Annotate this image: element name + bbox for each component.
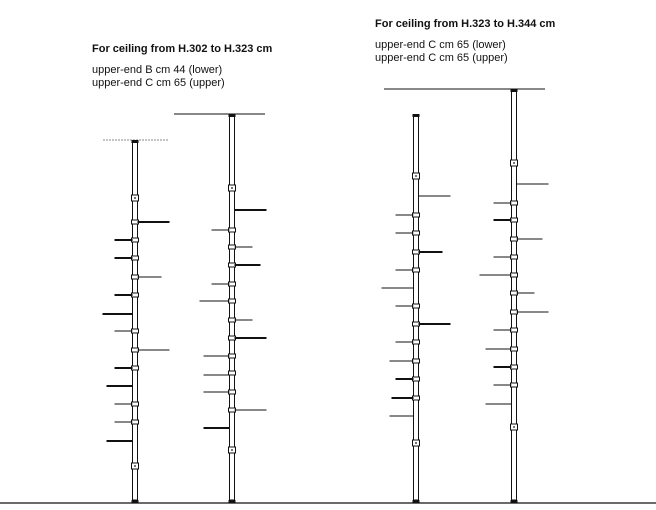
pole-connector	[510, 309, 518, 315]
pole-connector	[131, 401, 139, 407]
pole-connector	[412, 303, 420, 309]
pole-connector	[228, 281, 236, 287]
pole-connector	[131, 328, 139, 334]
pole-connector	[510, 364, 518, 370]
pole-connector	[131, 219, 139, 225]
right-config-title: For ceiling from H.323 to H.344 cm	[375, 18, 556, 30]
pole-connector	[510, 200, 518, 206]
pole-foot	[228, 500, 236, 503]
pole-connector	[131, 419, 139, 425]
pole-connector	[228, 317, 236, 323]
pole-connector	[510, 236, 518, 242]
pole-connector	[510, 382, 518, 388]
right-config-label: For ceiling from H.323 to H.344 cm upper…	[375, 18, 555, 65]
pole-connector	[228, 298, 236, 304]
pole-connector	[131, 255, 139, 261]
pole-connector	[412, 230, 420, 236]
left-config-label: For ceiling from H.302 to H.323 cm upper…	[92, 43, 272, 90]
pole-connector	[510, 254, 518, 260]
pole-connector	[510, 290, 518, 296]
pole-foot	[131, 500, 139, 503]
right-config-lower-end: upper-end C cm 65 (lower)	[375, 39, 506, 51]
pole	[229, 115, 235, 501]
pole-connector	[510, 217, 518, 223]
pole-connector	[412, 339, 420, 345]
pole-connector	[228, 227, 236, 233]
pole-connector	[228, 262, 236, 268]
pole-connector	[228, 353, 236, 359]
pole-connector	[412, 267, 420, 273]
left-config-title: For ceiling from H.302 to H.323 cm	[92, 43, 273, 55]
pole-connector	[131, 347, 139, 353]
pole-joint-pin	[231, 449, 233, 451]
pole-joint-pin	[513, 426, 515, 428]
pole-connector	[510, 327, 518, 333]
left-config-upper-end: upper-end C cm 65 (upper)	[92, 77, 225, 89]
pole-connector	[412, 395, 420, 401]
pole-foot	[510, 500, 518, 503]
pole-top-cap	[131, 140, 139, 143]
pole-connector	[412, 249, 420, 255]
pole-connector	[228, 244, 236, 250]
pole-connector	[228, 370, 236, 376]
pole-joint-pin	[134, 197, 136, 199]
pole-connector	[228, 335, 236, 341]
pole-top-cap	[510, 89, 518, 92]
left-config-lower-end: upper-end B cm 44 (lower)	[92, 64, 223, 76]
pole-joint-pin	[415, 175, 417, 177]
pole-connector	[412, 321, 420, 327]
pole-connector	[412, 376, 420, 382]
pole-foot	[412, 500, 420, 503]
pole-connector	[228, 407, 236, 413]
right-config-upper-end: upper-end C cm 65 (upper)	[375, 52, 508, 64]
pole-connector	[228, 389, 236, 395]
pole-top-cap	[412, 114, 420, 117]
pole-connector	[412, 358, 420, 364]
pole-connector	[510, 346, 518, 352]
pole-connector	[131, 292, 139, 298]
pole-connector	[131, 274, 139, 280]
pole-connector	[412, 212, 420, 218]
pole-connector	[131, 237, 139, 243]
pole-connector	[131, 365, 139, 371]
pole-joint-pin	[134, 465, 136, 467]
pole-joint-pin	[231, 187, 233, 189]
pole-joint-pin	[415, 442, 417, 444]
pole-connector	[510, 272, 518, 278]
pole-joint-pin	[513, 162, 515, 164]
pole-top-cap	[228, 114, 236, 117]
